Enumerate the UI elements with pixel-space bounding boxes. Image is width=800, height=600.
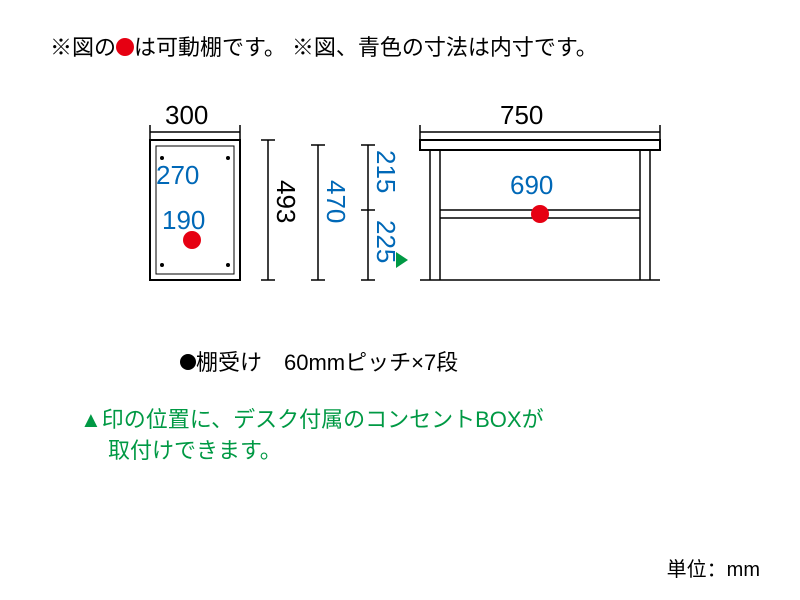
top-note: ※図のは可動棚です。 ※図、青色の寸法は内寸です。 <box>50 30 598 62</box>
outlet-line1: ▲印の位置に、デスク付属のコンセントBOXが <box>80 405 544 436</box>
dim-225: 225 <box>370 220 401 263</box>
top-note-prefix: ※図の <box>50 35 116 60</box>
dim-190: 190 <box>162 205 205 236</box>
unit-note: 単位：mm <box>667 553 760 582</box>
dim-215: 215 <box>370 150 401 193</box>
top-note-mid: は可動棚です。 ※図、青色の寸法は内寸です。 <box>134 35 598 60</box>
dim-270: 270 <box>156 160 199 191</box>
black-dot-icon <box>180 354 196 370</box>
dim-493: 493 <box>270 180 301 223</box>
dim-470: 470 <box>320 180 351 223</box>
shelf-note: 棚受け 60mmピッチ×7段 <box>180 345 458 377</box>
outlet-note: ▲印の位置に、デスク付属のコンセントBOXが 取付けできます。 <box>80 405 544 467</box>
shelf-note-text: 棚受け 60mmピッチ×7段 <box>196 350 458 375</box>
diagram: 300 750 <box>140 110 700 310</box>
red-dot-icon <box>116 38 134 56</box>
diagram-svg <box>140 110 700 310</box>
dim-690: 690 <box>510 170 553 201</box>
outlet-line2: 取付けできます。 <box>80 436 544 467</box>
